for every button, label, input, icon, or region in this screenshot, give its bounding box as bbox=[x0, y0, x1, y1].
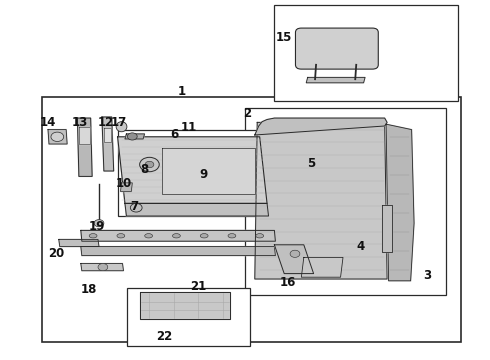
Text: 4: 4 bbox=[356, 240, 364, 253]
Polygon shape bbox=[382, 205, 392, 252]
Ellipse shape bbox=[89, 234, 97, 238]
Text: 8: 8 bbox=[141, 163, 148, 176]
Polygon shape bbox=[274, 245, 314, 274]
Text: 20: 20 bbox=[48, 247, 65, 260]
Text: 5: 5 bbox=[307, 157, 315, 170]
Circle shape bbox=[98, 264, 108, 271]
Ellipse shape bbox=[145, 234, 152, 238]
Text: 7: 7 bbox=[131, 201, 139, 213]
Text: 1: 1 bbox=[177, 85, 185, 98]
Bar bbox=[274, 5, 458, 101]
Polygon shape bbox=[121, 183, 132, 192]
Polygon shape bbox=[59, 239, 99, 247]
Text: 14: 14 bbox=[40, 116, 56, 129]
Circle shape bbox=[290, 250, 300, 257]
Polygon shape bbox=[301, 257, 343, 277]
Text: 22: 22 bbox=[156, 330, 172, 343]
Polygon shape bbox=[81, 247, 275, 256]
Text: 18: 18 bbox=[81, 283, 98, 296]
Text: 3: 3 bbox=[423, 269, 431, 282]
Circle shape bbox=[127, 133, 137, 140]
Polygon shape bbox=[125, 203, 269, 216]
Ellipse shape bbox=[172, 234, 180, 238]
Polygon shape bbox=[118, 137, 267, 203]
Text: 10: 10 bbox=[116, 177, 132, 190]
Text: 9: 9 bbox=[199, 168, 207, 181]
Bar bbox=[127, 288, 250, 346]
Bar bbox=[42, 97, 461, 342]
Text: 19: 19 bbox=[88, 220, 105, 233]
Text: 15: 15 bbox=[276, 31, 293, 44]
Polygon shape bbox=[77, 118, 92, 176]
Polygon shape bbox=[386, 124, 414, 281]
Text: 17: 17 bbox=[111, 116, 127, 129]
Text: 11: 11 bbox=[180, 121, 197, 134]
Polygon shape bbox=[102, 117, 114, 171]
Text: 12: 12 bbox=[97, 116, 114, 129]
Circle shape bbox=[145, 161, 154, 168]
Polygon shape bbox=[255, 118, 387, 135]
Ellipse shape bbox=[200, 234, 208, 238]
Circle shape bbox=[140, 157, 159, 172]
Polygon shape bbox=[81, 230, 275, 241]
Polygon shape bbox=[48, 130, 67, 144]
Polygon shape bbox=[125, 134, 145, 139]
Circle shape bbox=[51, 132, 64, 141]
Text: 2: 2 bbox=[244, 107, 251, 120]
Text: 6: 6 bbox=[170, 129, 178, 141]
Polygon shape bbox=[79, 127, 90, 144]
Ellipse shape bbox=[117, 234, 125, 238]
Polygon shape bbox=[162, 148, 255, 194]
Polygon shape bbox=[81, 264, 123, 271]
Polygon shape bbox=[104, 128, 111, 142]
Bar bbox=[118, 130, 274, 216]
Ellipse shape bbox=[116, 122, 127, 132]
Polygon shape bbox=[306, 77, 365, 83]
Ellipse shape bbox=[256, 234, 264, 238]
FancyBboxPatch shape bbox=[295, 28, 378, 69]
Text: 13: 13 bbox=[72, 116, 88, 129]
Polygon shape bbox=[255, 122, 387, 279]
Text: 21: 21 bbox=[190, 280, 207, 293]
Bar bbox=[245, 108, 446, 295]
Polygon shape bbox=[140, 292, 230, 319]
Text: 16: 16 bbox=[280, 276, 296, 289]
Ellipse shape bbox=[228, 234, 236, 238]
Circle shape bbox=[94, 220, 104, 227]
Circle shape bbox=[130, 203, 142, 212]
